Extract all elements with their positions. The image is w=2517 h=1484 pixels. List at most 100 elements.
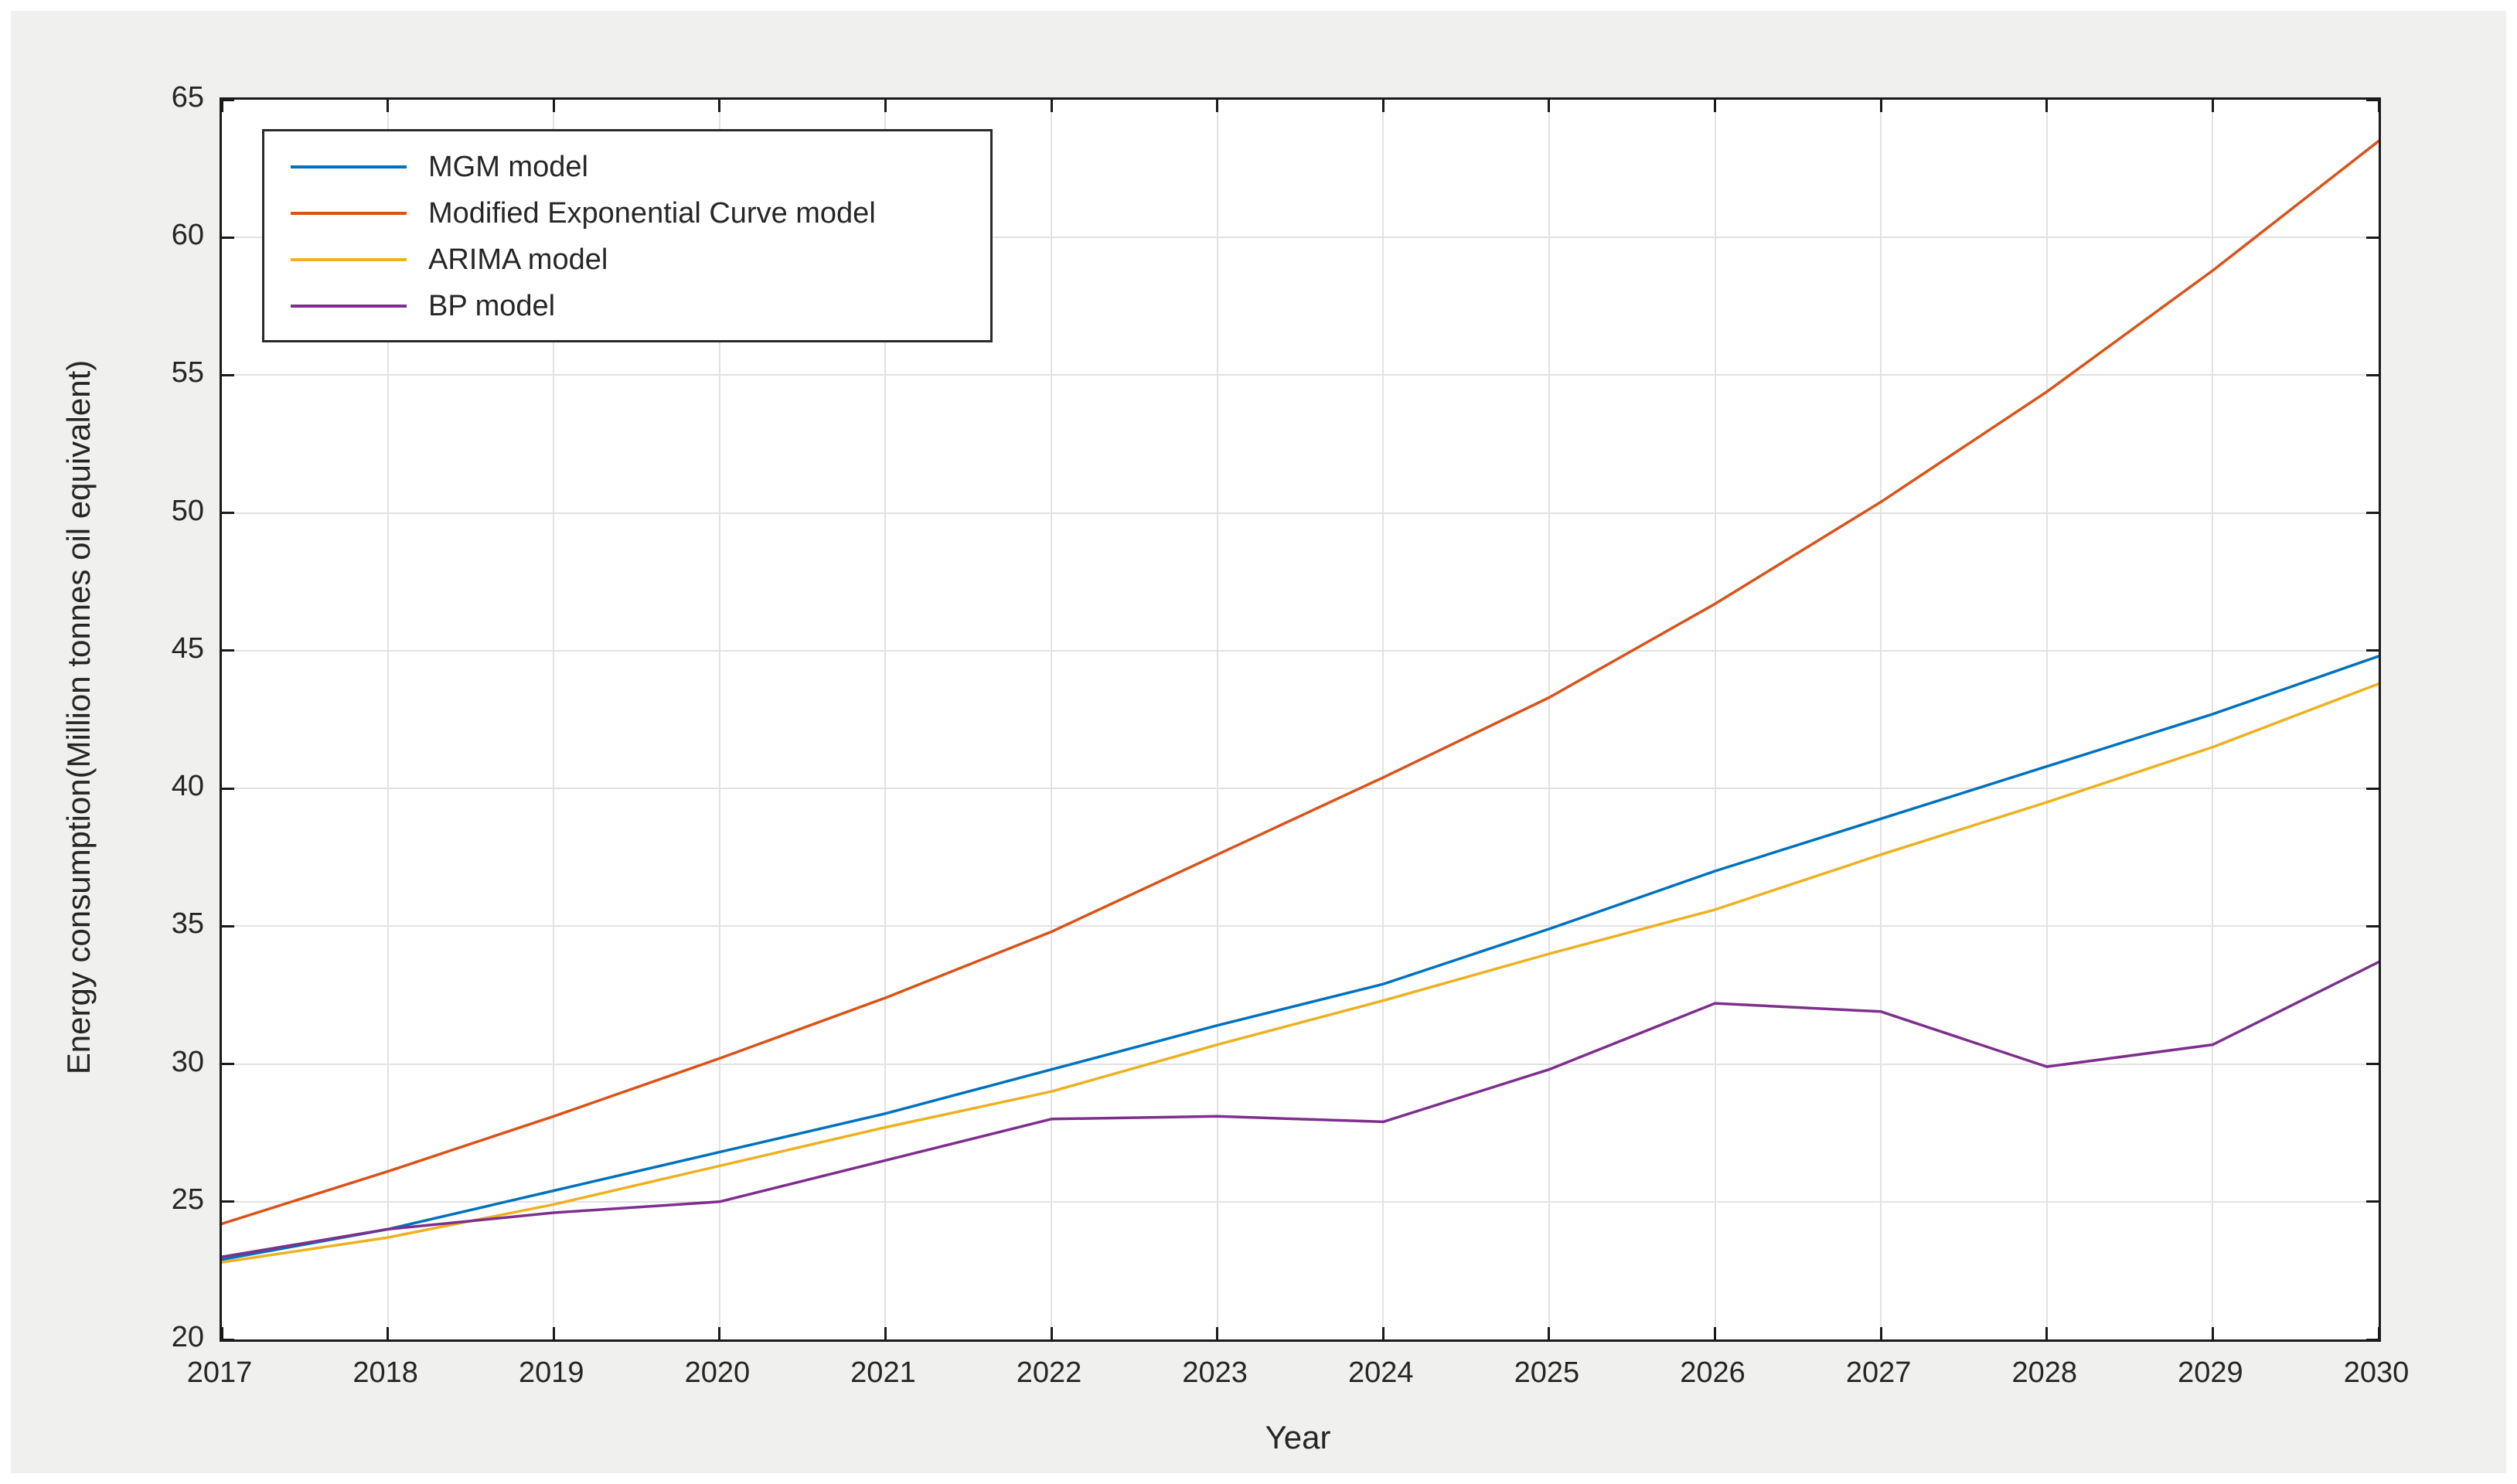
gridline-x-2025 (1548, 100, 1550, 1339)
y-tick-25 (2366, 1200, 2379, 1203)
legend-row: Modified Exponential Curve model (264, 190, 990, 237)
x-tick-label-2017: 2017 (186, 1356, 253, 1389)
legend-label: ARIMA model (428, 243, 608, 276)
x-tick-2029 (2211, 1327, 2214, 1339)
y-tick-55 (2366, 373, 2379, 376)
y-tick-45 (222, 649, 234, 652)
y-tick-label-25: 25 (171, 1183, 204, 1216)
x-tick-2026 (1714, 100, 1717, 112)
x-tick-2028 (2045, 1327, 2049, 1339)
legend-row: ARIMA model (264, 237, 990, 283)
legend-label: MGM model (428, 150, 588, 183)
gridline-x-2022 (1051, 100, 1053, 1339)
gridline-x-2024 (1382, 100, 1385, 1339)
x-axis-title: Year (1265, 1419, 1331, 1455)
x-tick-2017 (220, 100, 223, 112)
x-tick-label-2027: 2027 (1845, 1356, 1912, 1389)
x-tick-2018 (387, 1327, 390, 1339)
gridline-y-25 (222, 1200, 2379, 1203)
y-tick-label-20: 20 (171, 1321, 204, 1353)
x-tick-2026 (1714, 1327, 1717, 1339)
x-tick-2019 (552, 100, 555, 112)
series-line-mgm-model (222, 655, 2379, 1261)
gridline-y-60 (222, 237, 2379, 239)
y-tick-label-50: 50 (171, 494, 204, 527)
y-tick-60 (222, 236, 234, 239)
x-tick-2019 (552, 1327, 555, 1339)
x-tick-2029 (2211, 100, 2214, 112)
x-tick-label-2030: 2030 (2343, 1356, 2410, 1389)
x-tick-2021 (884, 1327, 887, 1339)
y-tick-label-55: 55 (171, 356, 204, 390)
x-tick-2021 (884, 100, 887, 112)
y-tick-20 (2366, 1338, 2379, 1341)
y-tick-label-40: 40 (171, 770, 204, 803)
x-tick-2027 (1879, 1327, 1882, 1339)
y-tick-30 (2366, 1063, 2379, 1066)
x-tick-label-2020: 2020 (684, 1356, 751, 1389)
gridline-x-2026 (1714, 100, 1716, 1339)
y-tick-label-35: 35 (171, 907, 204, 941)
legend-rows: MGM model Modified Exponential Curve mode… (264, 144, 990, 329)
series-line-arima-model (222, 682, 2379, 1264)
legend-label: Modified Exponential Curve model (428, 196, 876, 230)
gridline-x-2021 (884, 100, 887, 1339)
gridline-y-45 (222, 649, 2379, 652)
y-tick-40 (222, 787, 234, 790)
gridline-x-2020 (718, 100, 720, 1339)
gridline-x-2029 (2212, 100, 2214, 1339)
y-tick-35 (2366, 924, 2379, 928)
x-tick-2030 (2377, 1327, 2380, 1339)
x-tick-label-2022: 2022 (1016, 1356, 1082, 1389)
series-line-modified-exponential-curve-model (222, 139, 2379, 1226)
gridline-y-55 (222, 374, 2379, 376)
y-tick-65 (2366, 98, 2379, 101)
x-tick-label-2023: 2023 (1182, 1356, 1248, 1389)
x-tick-label-2028: 2028 (2011, 1356, 2078, 1389)
series-line-bp-model (222, 960, 2379, 1258)
legend-row: BP model (264, 283, 990, 329)
gridline-y-30 (222, 1063, 2379, 1065)
y-tick-25 (222, 1200, 234, 1203)
y-tick-30 (222, 1063, 234, 1066)
legend-line-swatch (291, 305, 407, 308)
y-tick-label-30: 30 (171, 1045, 204, 1078)
legend-label: BP model (428, 289, 556, 322)
legend-line-swatch (291, 165, 407, 168)
x-tick-2022 (1050, 100, 1053, 112)
y-tick-label-60: 60 (171, 219, 204, 252)
gridline-x-2019 (553, 100, 555, 1339)
y-tick-label-45: 45 (171, 631, 204, 665)
x-tick-2018 (387, 100, 390, 112)
y-axis-title: Energy consumption(Million tonnes oil eq… (60, 359, 97, 1075)
series-lines (222, 139, 2379, 1264)
x-tick-2017 (220, 1327, 223, 1339)
y-tick-50 (222, 512, 234, 515)
legend-line-swatch (291, 258, 407, 261)
x-tick-label-2025: 2025 (1514, 1356, 1580, 1389)
x-tick-label-2026: 2026 (1680, 1356, 1746, 1389)
x-tick-2023 (1216, 1327, 1219, 1339)
gridline-x-2027 (1880, 100, 1882, 1339)
legend-line-swatch (291, 212, 407, 215)
x-tick-label-2029: 2029 (2178, 1356, 2243, 1389)
x-tick-2020 (718, 100, 721, 112)
y-tick-60 (2366, 236, 2379, 239)
x-tick-2022 (1050, 1327, 1053, 1339)
y-tick-45 (2366, 649, 2379, 652)
gridline-x-2023 (1216, 100, 1218, 1339)
x-tick-label-2021: 2021 (850, 1356, 916, 1389)
gridline-y-40 (222, 788, 2379, 790)
x-tick-2027 (1879, 100, 1882, 112)
x-tick-2025 (1548, 100, 1551, 112)
y-tick-35 (222, 924, 234, 928)
x-tick-label-2019: 2019 (518, 1356, 584, 1389)
x-tick-2023 (1216, 100, 1219, 112)
x-tick-label-2024: 2024 (1348, 1356, 1414, 1389)
x-tick-label-2018: 2018 (353, 1356, 418, 1389)
x-tick-2030 (2377, 100, 2380, 112)
y-tick-label-65: 65 (171, 81, 204, 114)
y-tick-20 (222, 1338, 234, 1341)
x-tick-2024 (1381, 100, 1385, 112)
